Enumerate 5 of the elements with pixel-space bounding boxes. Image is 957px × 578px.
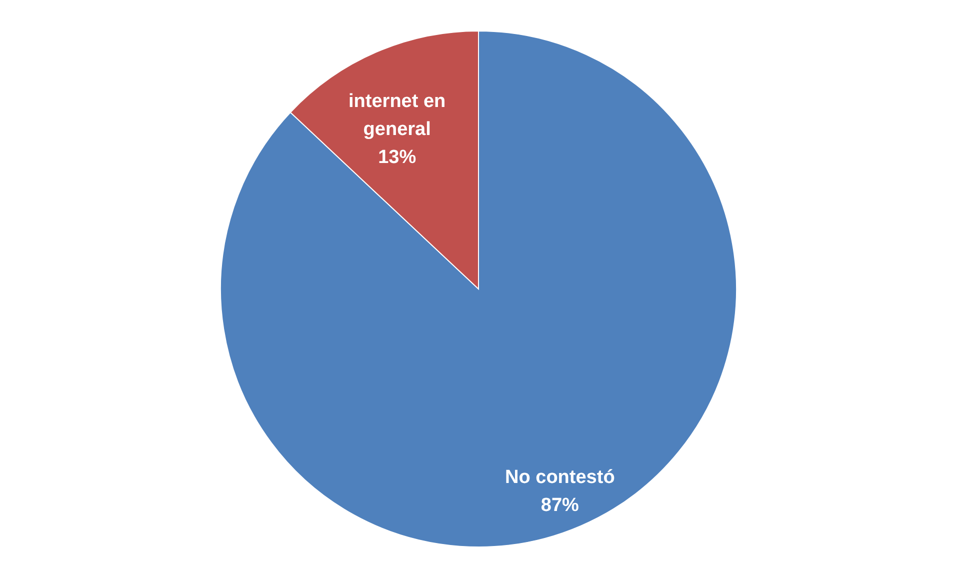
slice-label: internet en general bbox=[348, 90, 446, 140]
slice-label: No contestó bbox=[505, 467, 615, 488]
data-label: 87% bbox=[540, 495, 580, 516]
pie-slice bbox=[220, 30, 737, 548]
data-label: 13% bbox=[378, 146, 416, 168]
